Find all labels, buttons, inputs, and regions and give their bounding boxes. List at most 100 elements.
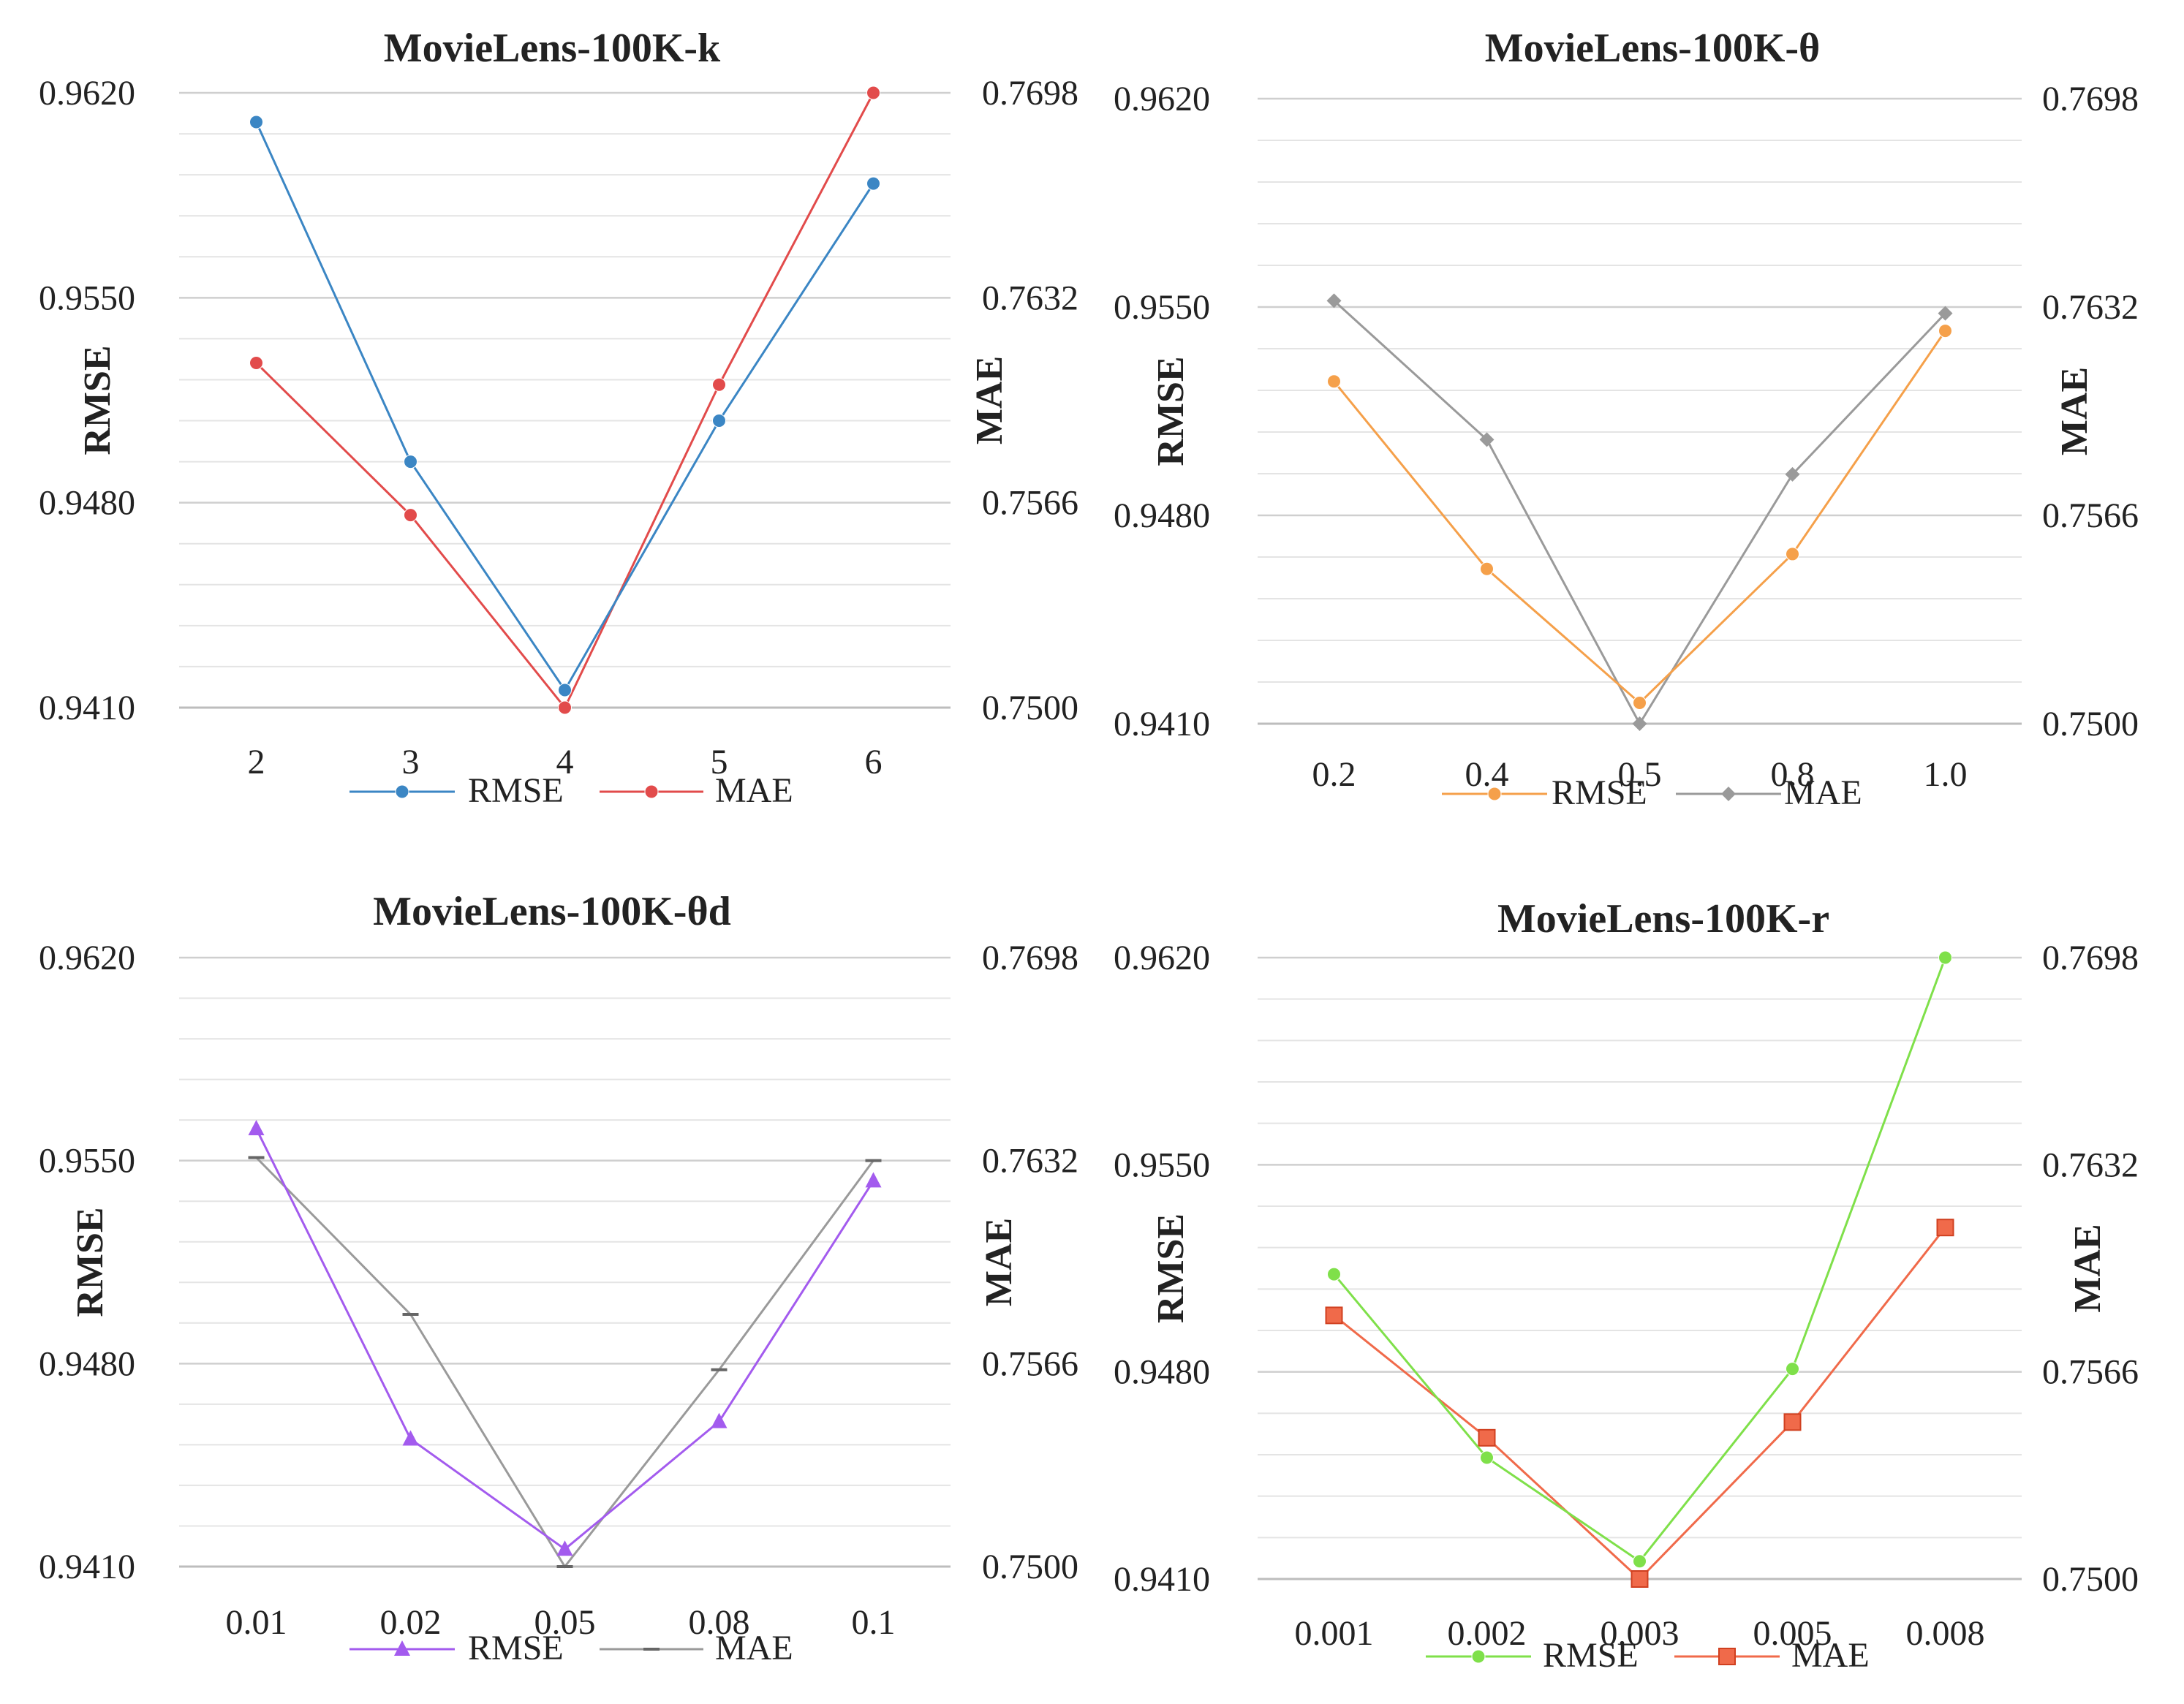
y2-tick-label: 0.7500 [982, 689, 1078, 727]
data-point-rmse [556, 1540, 573, 1556]
x-tick-label: 0.08 [689, 1603, 750, 1642]
y-tick-label: 0.9550 [1114, 1146, 1210, 1184]
y-tick-label: 0.9480 [1114, 496, 1210, 535]
series-mae [1325, 1219, 1954, 1588]
chart-title: MovieLens-100K-θd [373, 889, 731, 934]
x-tick-label: 4 [556, 743, 574, 781]
series-rmse [248, 1120, 882, 1556]
data-point-mae [866, 86, 880, 100]
x-tick-label: 0.5 [1618, 755, 1662, 794]
data-point-mae [249, 356, 263, 371]
chart-panel-1: MovieLens-100K-k 0.9410 0.9480 0.9550 0.9620… [39, 26, 1078, 810]
y2-tick-label: 0.7698 [2042, 80, 2139, 118]
series-line-rmse [1333, 330, 1946, 705]
legend-label-mae: MAE [715, 1629, 793, 1667]
data-point-mae [712, 377, 726, 392]
chart-panel-2: MovieLens-100K-θ 0.9410 0.9480 0.9550 0.9620… [1114, 26, 2139, 812]
data-point-mae [1325, 1306, 1343, 1325]
y2-tick-label: 0.7698 [982, 74, 1078, 113]
data-point-rmse [404, 455, 417, 469]
y2-axis-label: MAE [969, 356, 1010, 444]
x-tick-label: 0.02 [380, 1603, 442, 1642]
legend-label-rmse: RMSE [1543, 1636, 1639, 1675]
x-tick-label: 1.0 [1924, 755, 1968, 794]
y-tick-label: 0.9410 [39, 1548, 135, 1586]
data-point-rmse [558, 683, 572, 697]
data-point-rmse [865, 1172, 882, 1188]
y2-axis-label: MAE [978, 1218, 1020, 1306]
data-point-mae [1936, 1219, 1954, 1237]
y2-tick-label: 0.7566 [2042, 496, 2139, 535]
data-point-rmse [866, 176, 880, 191]
data-point-mae [1783, 1413, 1802, 1431]
legend-marker-rmse [395, 784, 409, 799]
chart-panel-3: MovieLens-100K-θd 0.9410 0.9480 0.9550 0.962… [39, 889, 1078, 1667]
y-tick-label: 0.9480 [1114, 1353, 1210, 1392]
x-tick-label: 0.002 [1448, 1614, 1527, 1653]
data-point-rmse [1480, 561, 1494, 576]
series-line-rmse [1333, 957, 1946, 1563]
y-tick-label: 0.9620 [39, 74, 135, 113]
y-axis-label: RMSE [69, 1207, 111, 1317]
y2-tick-label: 0.7566 [2042, 1353, 2139, 1392]
series-mae [248, 1156, 882, 1569]
y2-axis-label: MAE [2054, 367, 2096, 455]
y-tick-label: 0.9620 [1114, 80, 1210, 118]
series-rmse [1327, 324, 1952, 710]
data-point-rmse [402, 1430, 419, 1446]
data-point-rmse [1327, 1267, 1341, 1281]
y-tick-label: 0.9620 [39, 939, 135, 977]
series-line-mae [255, 1156, 874, 1569]
y-tick-label: 0.9550 [39, 279, 135, 317]
y2-tick-label: 0.7566 [982, 1344, 1078, 1383]
x-tick-label: 3 [402, 743, 420, 781]
legend-label-mae: MAE [715, 771, 793, 810]
series-mae [1326, 293, 1953, 731]
x-tick-label: 6 [865, 743, 883, 781]
x-tick-label: 0.008 [1906, 1614, 1985, 1653]
data-point-rmse [712, 414, 726, 428]
legend-label-mae: MAE [1791, 1636, 1870, 1675]
data-point-rmse [1633, 696, 1647, 710]
data-point-mae [558, 700, 572, 715]
data-point-rmse [711, 1412, 728, 1428]
y2-tick-label: 0.7566 [982, 484, 1078, 523]
data-point-mae [1938, 306, 1953, 321]
y-tick-label: 0.9410 [1114, 1560, 1210, 1599]
x-tick-label: 0.8 [1771, 755, 1815, 794]
legend-label-rmse: RMSE [1552, 773, 1647, 812]
data-point-rmse [1938, 324, 1952, 338]
data-point-rmse [1480, 1450, 1494, 1465]
data-point-rmse [1786, 547, 1799, 561]
data-point-mae [1479, 432, 1495, 447]
data-point-rmse [1786, 1362, 1799, 1377]
x-tick-label: 5 [711, 743, 728, 781]
legend-marker-rmse [1471, 1649, 1486, 1664]
data-point-mae [1632, 716, 1647, 731]
series-mae [249, 86, 880, 715]
data-point-rmse [249, 115, 263, 129]
y-axis-label: RMSE [1150, 1213, 1192, 1323]
legend: RMSE MAE [349, 1629, 793, 1667]
data-point-rmse [1327, 374, 1341, 389]
series-rmse [1327, 950, 1952, 1569]
chart-panel-4: MovieLens-100K-r 0.9410 0.9480 0.9550 0.9620… [1114, 896, 2139, 1675]
y2-tick-label: 0.7500 [982, 1548, 1078, 1586]
series-rmse [249, 115, 880, 697]
legend-marker-rmse [394, 1640, 410, 1656]
y2-tick-label: 0.7632 [982, 279, 1078, 317]
y2-tick-label: 0.7632 [2042, 1146, 2139, 1184]
data-point-rmse [248, 1120, 265, 1136]
y2-tick-label: 0.7500 [2042, 1560, 2139, 1599]
series-line-mae [255, 92, 874, 710]
y-tick-label: 0.9550 [1114, 288, 1210, 327]
chart-title: MovieLens-100K-r [1497, 896, 1829, 942]
x-tick-label: 0.005 [1753, 1614, 1832, 1653]
data-point-mae [1326, 293, 1342, 308]
x-tick-label: 0.01 [226, 1603, 287, 1642]
y2-axis-label: MAE [2067, 1224, 2109, 1312]
y-tick-label: 0.9410 [39, 689, 135, 727]
y2-tick-label: 0.7698 [982, 939, 1078, 977]
data-point-mae [1478, 1428, 1496, 1447]
